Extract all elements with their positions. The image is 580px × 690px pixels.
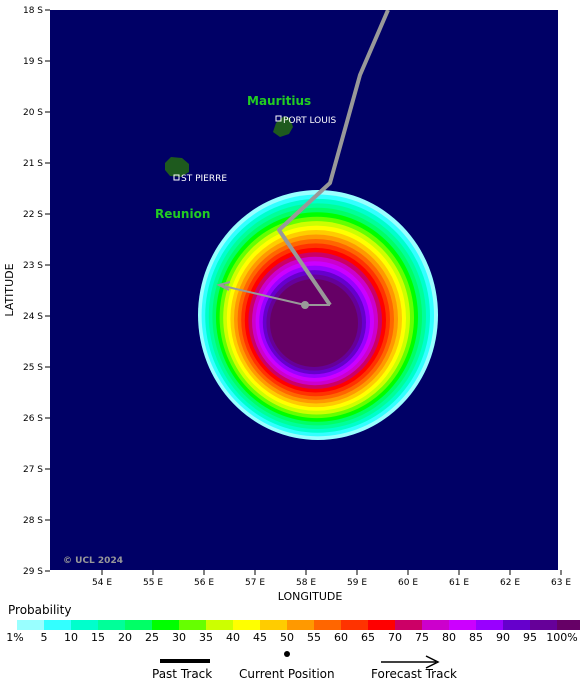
- legend-swatch: [503, 620, 530, 630]
- lat-tick-label: 20 S: [23, 108, 43, 118]
- lat-tick-label: 26 S: [23, 414, 43, 424]
- legend-tick-label: 95: [523, 631, 537, 644]
- lat-tick-label: 23 S: [23, 261, 43, 271]
- latitude-ticks: 18 S 19 S 20 S 21 S 22 S 23 S 24 S 25 S 26 S 27 S…: [23, 6, 50, 577]
- mauritius-label: Mauritius: [247, 94, 311, 108]
- legend-swatch: [449, 620, 476, 630]
- legend-tick-label: 60: [334, 631, 348, 644]
- legend-swatch: [44, 620, 71, 630]
- past-track: [277, 10, 390, 307]
- legend-swatch: [98, 620, 125, 630]
- legend-tick-label: 90: [496, 631, 510, 644]
- legend-tick-label: 15: [91, 631, 105, 644]
- lat-tick-label: 24 S: [23, 312, 43, 322]
- strike-probability-map: Mauritius PORT LOUIS Reunion ST PIERRE ©…: [3, 6, 571, 600]
- lat-tick-label: 22 S: [23, 210, 43, 220]
- legend-swatch: [341, 620, 368, 630]
- lon-tick-label: 57 E: [245, 578, 265, 588]
- legend-swatch: [71, 620, 98, 630]
- legend-tick-label: 100%: [546, 631, 578, 644]
- forecast-track-key-label: Forecast Track: [371, 667, 457, 681]
- past-track-key-label: Past Track: [152, 667, 213, 681]
- legend-tick-label: 40: [226, 631, 240, 644]
- legend-swatch: [125, 620, 152, 630]
- legend-title: Probability: [8, 603, 72, 617]
- legend-tick-label: 35: [199, 631, 213, 644]
- lon-tick-label: 60 E: [398, 578, 418, 588]
- legend-swatch: [368, 620, 395, 630]
- forecast-arrowhead-icon: [216, 281, 231, 291]
- legend-tick-label: 85: [469, 631, 483, 644]
- legend-color-scale: [17, 620, 580, 630]
- lat-tick-label: 25 S: [23, 363, 43, 373]
- legend-swatch: [287, 620, 314, 630]
- legend-tick-label: 10: [64, 631, 78, 644]
- st-pierre-label: ST PIERRE: [181, 174, 227, 184]
- probability-band: [270, 279, 358, 367]
- legend-swatch: [260, 620, 287, 630]
- legend-tick-label: 30: [172, 631, 186, 644]
- legend-tick-label: 5: [40, 631, 48, 644]
- st-pierre-marker-icon: [173, 174, 180, 181]
- legend-tick-label: 20: [118, 631, 132, 644]
- longitude-axis-title: LONGITUDE: [278, 590, 343, 600]
- probability-rings: [198, 190, 438, 440]
- forecast-track-arrow: [218, 284, 306, 306]
- legend-tick-label: 55: [307, 631, 321, 644]
- lon-tick-label: 55 E: [143, 578, 163, 588]
- legend-swatch: [395, 620, 422, 630]
- legend-swatch: [314, 620, 341, 630]
- lon-tick-label: 54 E: [92, 578, 112, 588]
- legend-tick-label: 80: [442, 631, 456, 644]
- lon-tick-label: 59 E: [347, 578, 367, 588]
- probability-legend: Probability 1% 5 10 15 20 25 30 35 40 45 50 55 60 65 7…: [0, 600, 580, 690]
- port-louis-marker-icon: [275, 115, 282, 122]
- lon-tick-label: 56 E: [194, 578, 214, 588]
- current-position-dot-icon: [284, 651, 290, 657]
- reunion-island: [165, 157, 189, 177]
- legend-swatch: [179, 620, 206, 630]
- lat-tick-label: 28 S: [23, 516, 43, 526]
- legend-tick-label: 65: [361, 631, 375, 644]
- lat-tick-label: 19 S: [23, 57, 43, 67]
- past-track-line-icon: [160, 659, 210, 663]
- legend-swatch: [152, 620, 179, 630]
- port-louis-label: PORT LOUIS: [283, 116, 336, 126]
- lon-tick-label: 62 E: [500, 578, 520, 588]
- lon-tick-label: 58 E: [296, 578, 316, 588]
- lon-tick-label: 63 E: [551, 578, 571, 588]
- legend-swatch: [476, 620, 503, 630]
- longitude-ticks: 54 E 55 E 56 E 57 E 58 E 59 E 60 E 61 E 62 E 63 E: [92, 570, 571, 588]
- lon-tick-label: 61 E: [449, 578, 469, 588]
- legend-tick-label: 70: [388, 631, 402, 644]
- legend-swatch: [530, 620, 557, 630]
- forecast-track-arrow-icon: [381, 655, 440, 669]
- legend-swatch: [422, 620, 449, 630]
- legend-tick-label: 1%: [6, 631, 24, 644]
- copyright-notice: © UCL 2024: [63, 556, 123, 566]
- lat-tick-label: 27 S: [23, 465, 43, 475]
- current-position-marker: [301, 301, 309, 309]
- legend-tick-label: 50: [280, 631, 294, 644]
- track-key: Past Track Current Position Forecast Tra…: [0, 648, 580, 688]
- legend-tick-label: 75: [415, 631, 429, 644]
- legend-swatch: [233, 620, 260, 630]
- legend-swatch: [206, 620, 233, 630]
- lat-tick-label: 18 S: [23, 6, 43, 16]
- legend-swatch: [17, 620, 44, 630]
- legend-tick-label: 45: [253, 631, 267, 644]
- reunion-landmass: [165, 157, 189, 177]
- legend-tick-label: 25: [145, 631, 159, 644]
- legend-tick-labels: 1% 5 10 15 20 25 30 35 40 45 50 55 60 65 70 75 80 85 90 95 1…: [0, 631, 580, 645]
- lat-tick-label: 29 S: [23, 567, 43, 577]
- reunion-label: Reunion: [155, 207, 210, 221]
- legend-swatch: [557, 620, 580, 630]
- current-position-key-label: Current Position: [239, 667, 335, 681]
- latitude-axis-title: LATITUDE: [3, 263, 16, 316]
- lat-tick-label: 21 S: [23, 159, 43, 169]
